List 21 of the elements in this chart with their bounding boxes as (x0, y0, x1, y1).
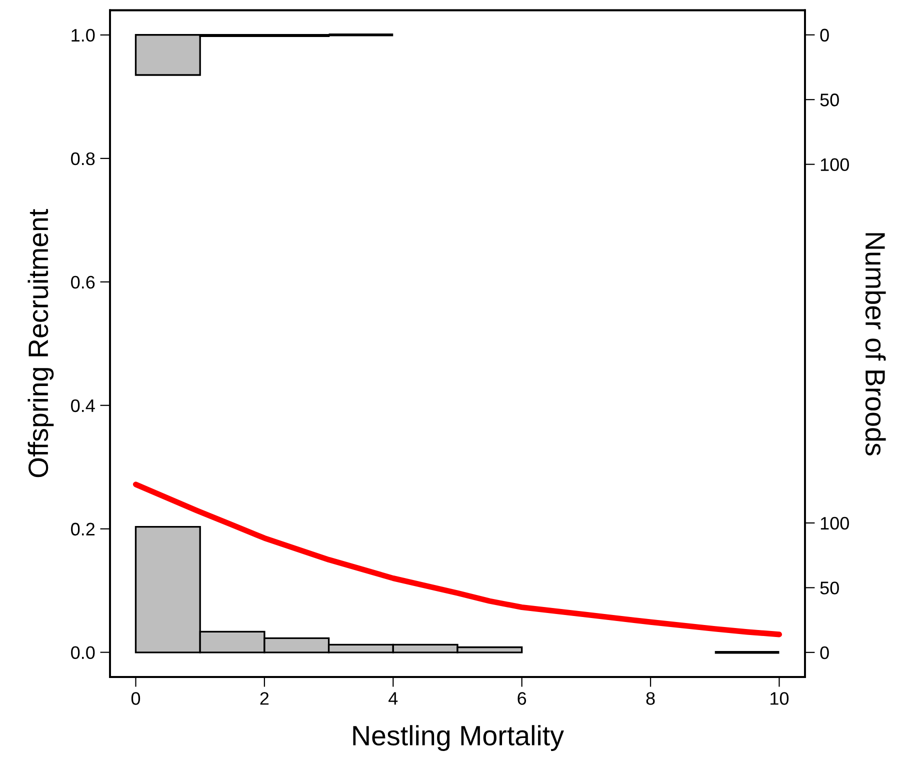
x-axis-title: Nestling Mortality (353, 725, 564, 751)
y2-tick-label: 50 (820, 582, 839, 594)
y-tick-label: 0.8 (71, 152, 95, 166)
x-tick-label: 10 (770, 692, 789, 705)
y2-axis-title: Number of Broods (865, 233, 886, 456)
x-tick-label: 2 (260, 692, 269, 705)
x-tick-label: 0 (131, 692, 140, 705)
y3-tick-label: 50 (820, 94, 839, 106)
y-tick-label: 0.4 (71, 399, 95, 412)
y2-tick-label: 100 (820, 516, 849, 530)
y-tick-label: 0.2 (71, 522, 95, 536)
x-tick-label: 4 (388, 692, 398, 705)
x-tick-label: 8 (646, 692, 655, 705)
y-tick-label: 0.0 (71, 646, 95, 660)
y-tick-label: 0.6 (71, 276, 95, 289)
y2-tick-label: 0 (820, 646, 829, 660)
y3-tick-label: 0 (820, 28, 829, 42)
y3-tick-label: 100 (820, 158, 849, 172)
y-axis-title: Offspring Recruitment (28, 209, 54, 478)
x-tick-label: 6 (518, 692, 526, 705)
y-tick-label: 1.0 (72, 28, 95, 42)
